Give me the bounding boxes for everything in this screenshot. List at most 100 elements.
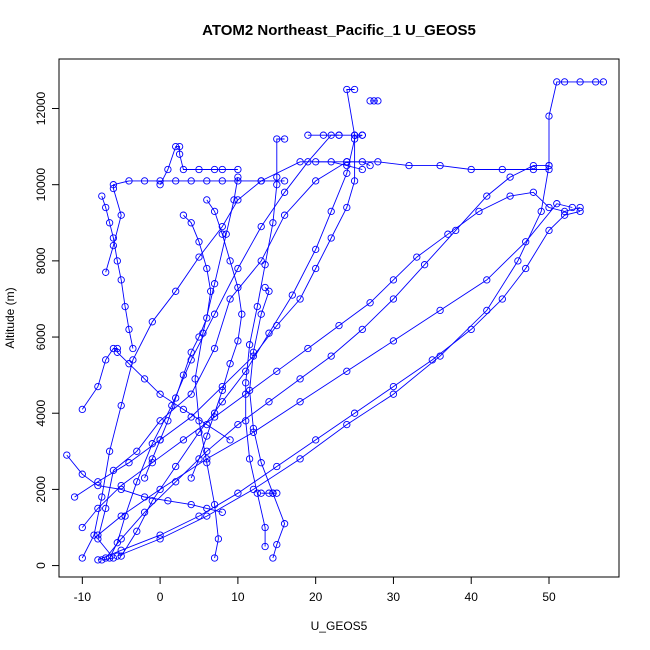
data-point (261, 283, 269, 292)
data-point (156, 436, 164, 444)
data-point (210, 409, 219, 417)
data-point (117, 401, 125, 410)
data-point (522, 238, 530, 246)
data-point (102, 268, 110, 276)
x-tick-label: -10 (74, 590, 92, 604)
data-point (257, 257, 265, 265)
data-point (133, 527, 141, 535)
data-point (218, 177, 226, 185)
data-point (273, 489, 281, 497)
data-point (257, 177, 265, 185)
data-point (514, 257, 522, 265)
data-point (117, 276, 125, 284)
data-point (312, 158, 320, 166)
data-point (234, 165, 242, 174)
data-point (203, 196, 211, 204)
data-point (245, 386, 254, 395)
data-point (187, 390, 195, 398)
data-point (109, 554, 118, 562)
data-point (273, 321, 281, 330)
data-point (148, 459, 156, 467)
series-line (190, 199, 243, 479)
data-point (117, 481, 125, 490)
data-point (105, 447, 114, 455)
series-14 (140, 211, 215, 482)
data-point (576, 78, 584, 86)
series-12 (156, 142, 242, 189)
data-point (172, 287, 180, 295)
data-point (94, 531, 102, 539)
data-point (125, 459, 133, 467)
data-point (203, 447, 211, 455)
data-point (273, 540, 281, 549)
series-line (97, 161, 371, 561)
data-point (242, 379, 250, 387)
data-point (113, 257, 121, 265)
data-point (148, 455, 156, 463)
data-point (389, 276, 398, 284)
data-point (98, 493, 106, 501)
data-point (156, 181, 164, 189)
data-point (560, 211, 569, 219)
data-point (273, 181, 281, 189)
data-point (273, 367, 281, 375)
data-point (140, 474, 149, 482)
series-3 (105, 131, 343, 562)
data-point (203, 177, 211, 185)
data-point (327, 207, 335, 216)
data-point (195, 428, 203, 436)
x-axis: -10 0 10 20 30 40 50 (74, 576, 556, 604)
data-point (203, 512, 211, 520)
data-point (358, 325, 366, 334)
data-point (265, 287, 273, 295)
data-point (265, 398, 273, 406)
data-point (203, 455, 211, 463)
data-point (529, 165, 538, 174)
data-point (179, 371, 188, 379)
data-point (269, 489, 277, 497)
data-point (195, 333, 203, 341)
data-point (253, 489, 261, 497)
data-point (343, 420, 351, 429)
data-point (195, 253, 203, 261)
data-point (164, 417, 172, 425)
data-point (257, 459, 265, 467)
data-point (102, 203, 110, 212)
data-point (545, 226, 553, 235)
data-point (195, 455, 203, 463)
data-point (261, 523, 269, 532)
data-point (210, 280, 219, 288)
data-point (148, 318, 156, 326)
data-point (210, 554, 219, 562)
data-point (296, 455, 304, 463)
data-point (245, 341, 254, 349)
series-line (315, 161, 549, 170)
data-point (129, 344, 137, 353)
data-point (94, 556, 102, 564)
data-point (210, 207, 219, 216)
data-point (343, 367, 351, 375)
data-point (592, 78, 600, 86)
data-point (172, 142, 180, 151)
data-point (234, 177, 242, 185)
data-point (436, 161, 444, 170)
series-24 (304, 131, 366, 139)
series-line (81, 191, 581, 528)
data-point (172, 394, 180, 402)
data-point (370, 97, 378, 105)
data-point (296, 295, 304, 303)
data-point (156, 535, 164, 543)
data-point (366, 299, 374, 307)
data-point (187, 219, 195, 227)
data-point (94, 481, 102, 490)
data-point (599, 78, 608, 86)
data-point (350, 131, 359, 139)
data-point (109, 184, 118, 193)
data-point (234, 173, 242, 181)
series-line (194, 177, 239, 559)
data-point (249, 352, 258, 360)
series-line (97, 210, 581, 561)
data-point (304, 158, 312, 166)
series-line (81, 161, 363, 559)
